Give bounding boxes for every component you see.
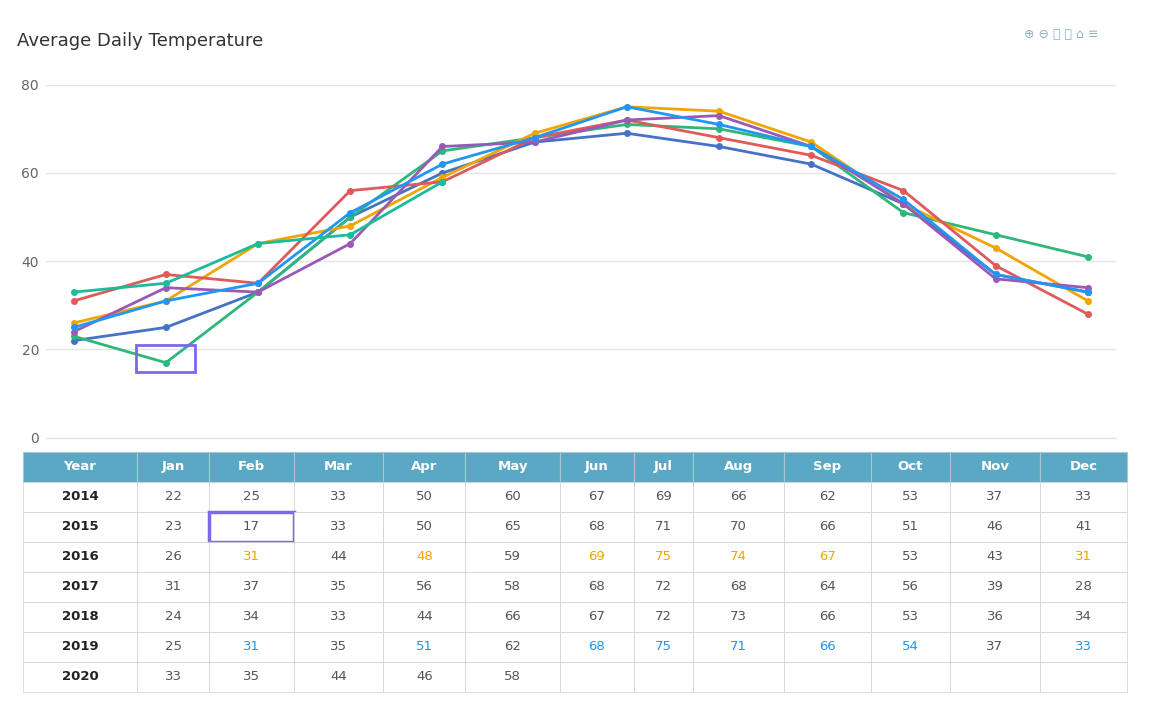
2014 xyxy=(67,336,80,345)
2014 xyxy=(1081,288,1095,297)
2015 xyxy=(897,208,911,217)
2018 xyxy=(897,200,911,208)
2014 xyxy=(251,288,264,297)
2019 xyxy=(712,120,726,128)
2015 xyxy=(620,120,634,128)
2020 xyxy=(67,288,80,297)
2014 xyxy=(436,169,450,177)
2015 xyxy=(712,124,726,133)
2016 xyxy=(436,173,450,181)
2015 xyxy=(528,133,542,142)
2014 xyxy=(620,129,634,138)
2015 xyxy=(804,143,818,151)
2018 xyxy=(251,288,264,297)
2015 xyxy=(989,230,1003,239)
2015 xyxy=(344,213,358,222)
2016 xyxy=(989,244,1003,252)
2014 xyxy=(159,323,172,332)
2019 xyxy=(620,102,634,111)
Line: 2019: 2019 xyxy=(71,104,1090,330)
2018 xyxy=(804,143,818,151)
2019 xyxy=(528,133,542,142)
2017 xyxy=(67,297,80,305)
2016 xyxy=(620,102,634,111)
2017 xyxy=(897,186,911,195)
2016 xyxy=(1081,297,1095,305)
Text: Average Daily Temperature: Average Daily Temperature xyxy=(17,32,263,49)
2018 xyxy=(344,239,358,248)
2016 xyxy=(344,222,358,230)
Text: ⊕ ⊖ 🔍 ✋ ⌂ ≡: ⊕ ⊖ 🔍 ✋ ⌂ ≡ xyxy=(1024,28,1098,41)
2014 xyxy=(897,200,911,208)
2018 xyxy=(159,283,172,292)
2017 xyxy=(1081,310,1095,318)
2019 xyxy=(159,297,172,305)
2016 xyxy=(712,107,726,115)
Line: 2014: 2014 xyxy=(71,131,1090,343)
2015 xyxy=(251,288,264,297)
Line: 2020: 2020 xyxy=(71,179,445,295)
Line: 2016: 2016 xyxy=(71,104,1090,325)
2019 xyxy=(989,270,1003,279)
2014 xyxy=(344,213,358,222)
2016 xyxy=(528,129,542,138)
2017 xyxy=(159,270,172,279)
2018 xyxy=(989,275,1003,283)
2016 xyxy=(804,138,818,146)
2017 xyxy=(620,116,634,124)
2019 xyxy=(436,160,450,168)
2017 xyxy=(528,133,542,142)
2017 xyxy=(712,133,726,142)
2018 xyxy=(1081,283,1095,292)
Line: 2015: 2015 xyxy=(71,121,1090,366)
2020 xyxy=(344,230,358,239)
2018 xyxy=(436,143,450,151)
2017 xyxy=(989,261,1003,270)
2019 xyxy=(251,279,264,287)
2018 xyxy=(712,112,726,120)
2020 xyxy=(436,177,450,186)
2019 xyxy=(67,323,80,332)
2014 xyxy=(989,270,1003,279)
2014 xyxy=(528,138,542,146)
2017 xyxy=(344,186,358,195)
2019 xyxy=(897,195,911,203)
Line: 2017: 2017 xyxy=(71,117,1090,317)
2020 xyxy=(251,239,264,248)
2014 xyxy=(712,143,726,151)
2015 xyxy=(436,147,450,155)
2018 xyxy=(620,116,634,124)
2015 xyxy=(159,359,172,367)
2017 xyxy=(804,151,818,160)
Line: 2018: 2018 xyxy=(71,113,1090,335)
2014 xyxy=(804,160,818,168)
2016 xyxy=(897,200,911,208)
2017 xyxy=(251,279,264,287)
2018 xyxy=(528,138,542,146)
Legend: 2014, 2015, 2016, 2017, 2018, 2019, 2020: 2014, 2015, 2016, 2017, 2018, 2019, 2020 xyxy=(315,522,846,546)
2016 xyxy=(67,319,80,328)
2019 xyxy=(804,143,818,151)
2017 xyxy=(436,177,450,186)
2015 xyxy=(1081,253,1095,261)
2020 xyxy=(159,279,172,287)
2019 xyxy=(344,208,358,217)
2015 xyxy=(67,332,80,340)
2018 xyxy=(67,328,80,336)
2016 xyxy=(251,239,264,248)
2019 xyxy=(1081,288,1095,297)
2016 xyxy=(159,297,172,305)
